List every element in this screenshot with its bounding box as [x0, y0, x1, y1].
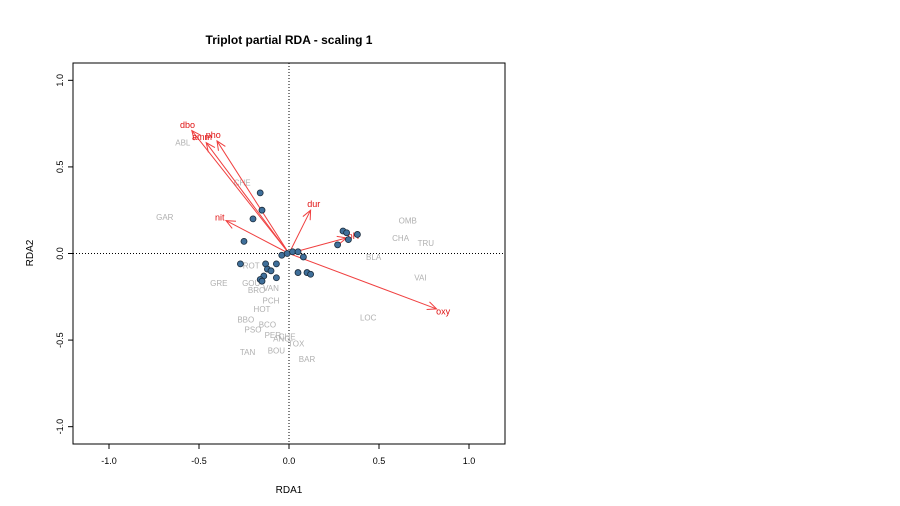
- species-label: ABL: [175, 139, 191, 148]
- y-tick-label: -1.0: [55, 419, 65, 435]
- site-points: [236, 189, 361, 285]
- site-point: [344, 236, 352, 244]
- species-label: TOX: [288, 340, 305, 349]
- arrow-label: pH: [348, 231, 360, 241]
- site-point: [272, 274, 280, 282]
- arrow-head: [191, 129, 201, 141]
- x-axis-label: RDA1: [276, 485, 303, 496]
- species-label: HOT: [254, 305, 271, 314]
- species-label: BRO: [248, 286, 265, 295]
- species-label: VAI: [414, 274, 426, 283]
- site-point: [334, 241, 342, 249]
- arrow-shaft: [288, 209, 312, 254]
- species-label: BCO: [259, 321, 276, 330]
- site-point: [249, 215, 257, 223]
- arrow-label: amm: [192, 132, 212, 142]
- y-tick-label: -0.5: [55, 332, 65, 348]
- arrow-label: dbo: [180, 120, 195, 130]
- x-tick-label: 0.0: [283, 456, 296, 466]
- arrow-label: dur: [307, 199, 320, 209]
- species-label: GRE: [210, 279, 227, 288]
- species-label: LOC: [360, 314, 377, 323]
- species-label: ROT: [243, 262, 260, 271]
- y-tick-label: 0.5: [55, 161, 65, 174]
- site-point: [294, 269, 302, 276]
- y-axis: -1.0 -0.5 0.0 0.5 1.0: [55, 74, 73, 434]
- arrow-head: [205, 141, 216, 153]
- species-label: CHE: [279, 333, 296, 342]
- arrow-shaft: [288, 253, 437, 310]
- arrow-shaft: [205, 142, 290, 254]
- site-point: [343, 229, 351, 237]
- arrow-head: [426, 301, 438, 311]
- x-tick-label: -1.0: [101, 456, 117, 466]
- arrow-shaft: [216, 140, 290, 254]
- species-label: BLA: [366, 253, 382, 262]
- arrow-shaft: [225, 220, 290, 254]
- arrow-label: oxy: [436, 306, 451, 316]
- x-tick-label: 1.0: [463, 456, 476, 466]
- site-point: [258, 206, 266, 214]
- y-tick-label: 1.0: [55, 74, 65, 87]
- species-label: CHA: [392, 234, 410, 243]
- site-point: [236, 260, 244, 268]
- site-point: [256, 189, 264, 197]
- site-point: [258, 277, 266, 285]
- site-point: [307, 270, 315, 278]
- species-label: PSO: [245, 326, 262, 335]
- arrow-head: [224, 220, 237, 229]
- species-label: BBO: [237, 315, 254, 324]
- site-point: [272, 260, 280, 268]
- site-point: [353, 231, 361, 238]
- y-axis-label: RDA2: [25, 239, 36, 266]
- species-label: CHE: [234, 178, 251, 187]
- site-point: [299, 253, 307, 261]
- species-label: PER: [265, 331, 282, 340]
- x-tick-label: 0.5: [373, 456, 386, 466]
- species-label: BAR: [299, 355, 316, 364]
- species-label: OMB: [399, 217, 417, 226]
- species-label: VAN: [263, 284, 279, 293]
- arrow-head: [216, 139, 226, 151]
- y-tick-label: 0.0: [55, 247, 65, 260]
- species-label: BOU: [268, 346, 286, 355]
- site-point: [294, 248, 302, 256]
- site-point: [267, 267, 275, 275]
- species-label: GOU: [242, 279, 260, 288]
- species-label: PCH: [263, 296, 280, 305]
- species-label: ANG: [273, 334, 290, 343]
- species-label: GAR: [156, 213, 174, 222]
- species-label: TRU: [418, 239, 435, 248]
- arrow-label: nit: [215, 212, 225, 222]
- arrow-head: [302, 209, 312, 221]
- arrow-shaft: [191, 130, 290, 254]
- x-axis: -1.0 -0.5 0.0 0.5 1.0: [101, 444, 475, 466]
- arrow-label: pho: [206, 130, 221, 140]
- site-point: [240, 237, 248, 245]
- species-label: TAN: [240, 348, 256, 357]
- x-tick-label: -0.5: [191, 456, 207, 466]
- chart-title: Triplot partial RDA - scaling 1: [206, 33, 373, 47]
